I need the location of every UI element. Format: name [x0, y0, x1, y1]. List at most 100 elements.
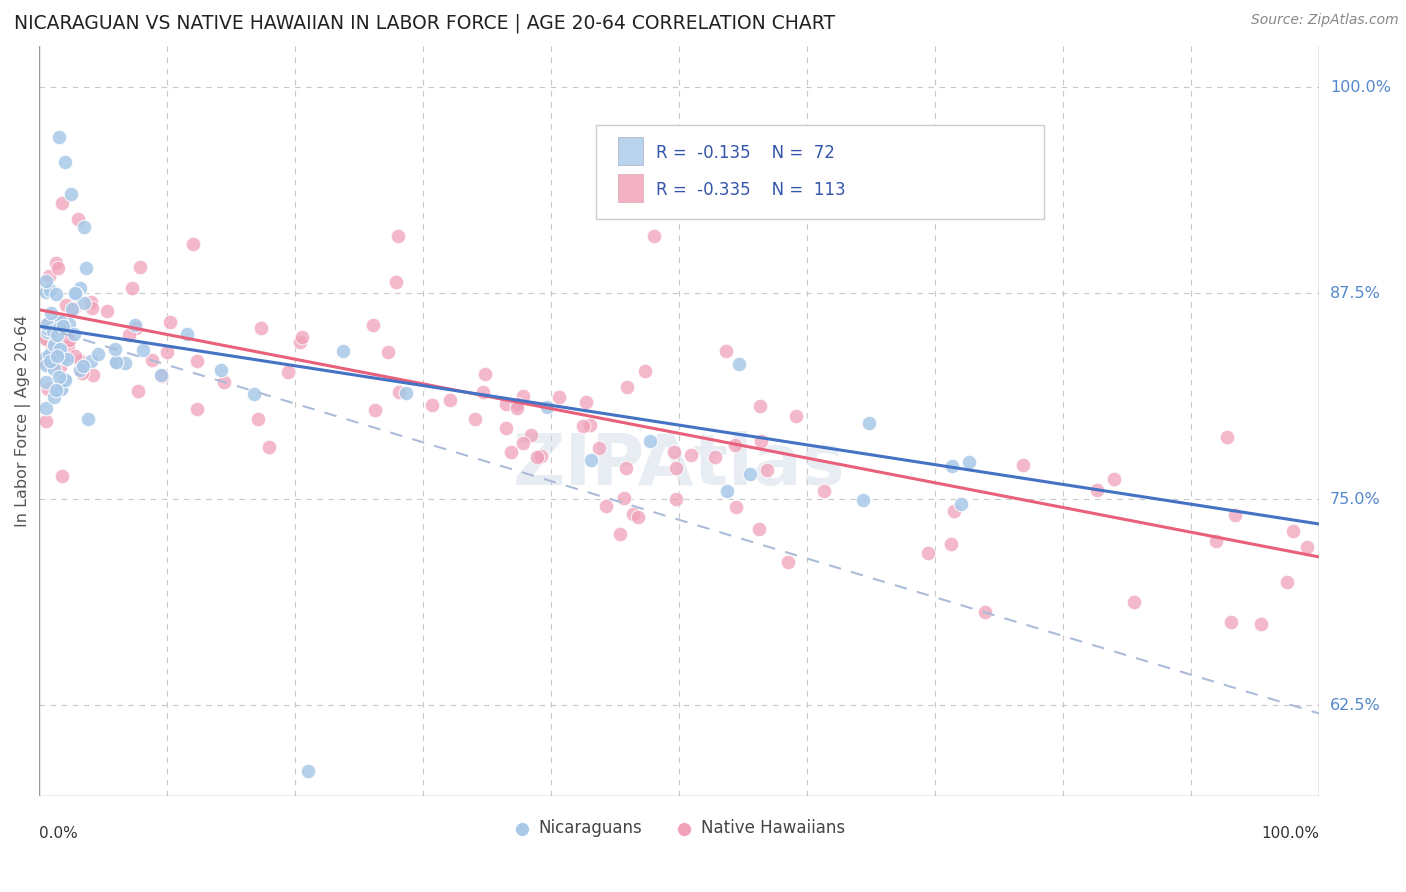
- Text: 100.0%: 100.0%: [1261, 826, 1319, 841]
- Point: [42, 362, 65, 376]
- Point: [46, 346, 69, 360]
- Point: [35, 333, 58, 347]
- Point: [70, 364, 93, 378]
- Point: [495, 421, 517, 435]
- Point: [665, 491, 688, 506]
- Bar: [617, 137, 643, 165]
- Point: [66, 212, 89, 227]
- Point: [69, 280, 91, 294]
- Point: [118, 328, 141, 343]
- Point: [42, 322, 65, 336]
- Point: [472, 384, 495, 399]
- Point: [1295, 540, 1317, 554]
- Point: [46, 327, 69, 342]
- Point: [41, 306, 63, 320]
- Point: [127, 384, 149, 398]
- Point: [51, 382, 73, 396]
- Point: [526, 450, 548, 465]
- Point: [1205, 534, 1227, 549]
- Point: [1085, 483, 1108, 497]
- Point: [724, 438, 747, 452]
- Point: [257, 440, 280, 454]
- Text: 0.0%: 0.0%: [39, 826, 79, 841]
- Point: [150, 368, 173, 383]
- Point: [76, 412, 98, 426]
- Text: 62.5%: 62.5%: [1330, 698, 1381, 713]
- Point: [665, 461, 688, 475]
- Point: [464, 412, 486, 426]
- Point: [45, 349, 67, 363]
- Point: [941, 458, 963, 473]
- Point: [176, 327, 198, 342]
- Point: [243, 387, 266, 401]
- Point: [520, 428, 543, 442]
- Point: [512, 388, 534, 402]
- Point: [949, 497, 972, 511]
- Point: [35, 354, 58, 368]
- Point: [45, 383, 67, 397]
- Point: [49, 359, 72, 374]
- Point: [44, 390, 66, 404]
- Point: [1275, 574, 1298, 589]
- Point: [82, 368, 104, 383]
- Point: [530, 449, 553, 463]
- Point: [917, 546, 939, 560]
- Point: [724, 500, 747, 514]
- Point: [58, 317, 80, 331]
- Point: [716, 483, 738, 498]
- Point: [703, 450, 725, 464]
- Point: [73, 295, 96, 310]
- Point: [48, 370, 70, 384]
- Point: [579, 417, 602, 432]
- Point: [60, 302, 83, 317]
- Point: [748, 399, 770, 413]
- Point: [38, 268, 60, 283]
- Point: [55, 298, 77, 312]
- Point: [129, 260, 152, 275]
- Point: [51, 195, 73, 210]
- Point: [132, 343, 155, 357]
- Point: [1219, 615, 1241, 630]
- Point: [42, 324, 65, 338]
- Point: [547, 390, 569, 404]
- Point: [595, 499, 617, 513]
- Point: [209, 362, 232, 376]
- Point: [748, 523, 770, 537]
- Text: 87.5%: 87.5%: [1330, 285, 1381, 301]
- Point: [60, 187, 83, 202]
- Point: [73, 220, 96, 235]
- Point: [44, 334, 66, 348]
- Point: [679, 448, 702, 462]
- Point: [63, 285, 86, 300]
- Y-axis label: In Labor Force | Age 20-64: In Labor Force | Age 20-64: [15, 315, 31, 527]
- Point: [250, 320, 273, 334]
- Point: [38, 354, 60, 368]
- Point: [49, 314, 72, 328]
- Point: [727, 358, 749, 372]
- Point: [96, 304, 118, 318]
- Point: [499, 445, 522, 459]
- Point: [37, 322, 59, 336]
- Point: [63, 349, 86, 363]
- Point: [72, 359, 94, 373]
- Point: [439, 392, 461, 407]
- Point: [852, 493, 875, 508]
- Point: [105, 354, 128, 368]
- Point: [495, 397, 517, 411]
- Point: [385, 275, 408, 289]
- Point: [35, 375, 58, 389]
- Point: [1225, 508, 1247, 522]
- Point: [858, 417, 880, 431]
- Point: [35, 325, 58, 339]
- Point: [79, 295, 101, 310]
- Point: [512, 436, 534, 450]
- Point: [55, 352, 77, 367]
- Point: [643, 228, 665, 243]
- Point: [749, 434, 772, 448]
- Point: [186, 354, 208, 368]
- Text: 100.0%: 100.0%: [1330, 80, 1391, 95]
- Point: [35, 285, 58, 299]
- Point: [46, 342, 69, 356]
- Point: [395, 386, 418, 401]
- Point: [616, 380, 638, 394]
